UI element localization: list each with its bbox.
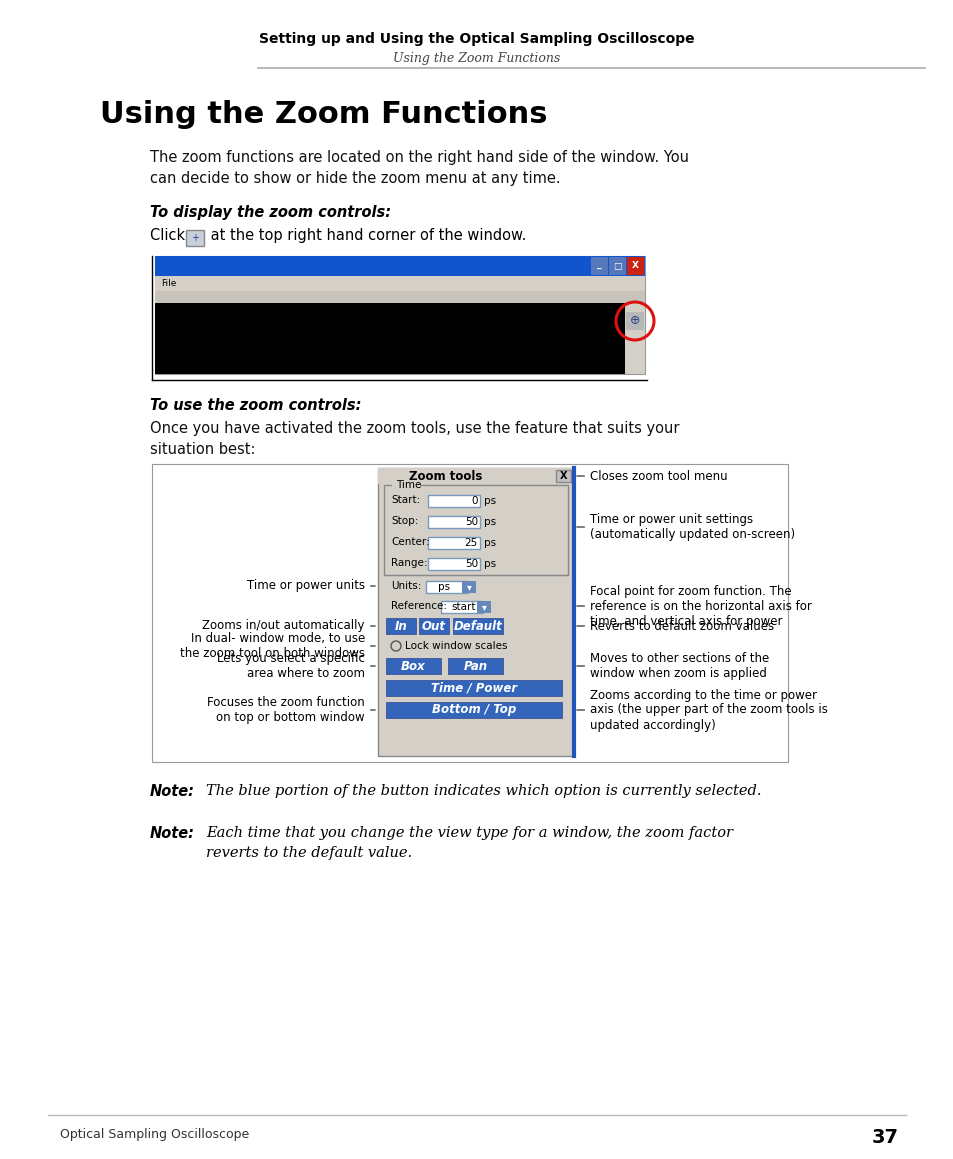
Text: Range:: Range:: [391, 557, 427, 568]
Text: Reference:: Reference:: [391, 602, 447, 611]
Text: File: File: [161, 278, 176, 287]
Bar: [428, 557, 479, 570]
Bar: [384, 484, 567, 575]
Text: Using the Zoom Functions: Using the Zoom Functions: [393, 52, 560, 65]
Text: Each time that you change the view type for a window, the zoom factor
reverts to: Each time that you change the view type …: [206, 826, 732, 860]
Bar: [154, 256, 644, 276]
Bar: [154, 291, 644, 302]
Text: at the top right hand corner of the window.: at the top right hand corner of the wind…: [206, 228, 526, 243]
Text: Reverts to default zoom values: Reverts to default zoom values: [577, 620, 773, 633]
Text: X: X: [631, 262, 638, 270]
Text: ps: ps: [437, 582, 450, 592]
Text: The blue portion of the button indicates which option is currently selected.: The blue portion of the button indicates…: [206, 783, 760, 799]
Text: Bottom / Top: Bottom / Top: [432, 704, 516, 716]
Text: Optical Sampling Oscilloscope: Optical Sampling Oscilloscope: [60, 1128, 249, 1140]
Text: Zoom tools: Zoom tools: [409, 469, 482, 482]
Bar: [626, 257, 643, 275]
Text: Time or power units: Time or power units: [247, 580, 375, 592]
Text: Pan: Pan: [463, 659, 487, 672]
Text: Zooms according to the time or power
axis (the upper part of the zoom tools is
u: Zooms according to the time or power axi…: [577, 688, 827, 731]
Bar: [152, 464, 787, 761]
Text: X: X: [559, 471, 567, 481]
Text: Lock window scales: Lock window scales: [405, 641, 507, 651]
Text: Moves to other sections of the
window when zoom is applied: Moves to other sections of the window wh…: [577, 653, 768, 680]
FancyBboxPatch shape: [186, 229, 204, 246]
Bar: [377, 468, 574, 756]
Text: To display the zoom controls:: To display the zoom controls:: [150, 205, 391, 220]
Text: Zooms in/out automatically: Zooms in/out automatically: [202, 620, 375, 633]
Text: Note:: Note:: [150, 783, 194, 799]
Text: Closes zoom tool menu: Closes zoom tool menu: [577, 469, 727, 482]
Bar: [428, 537, 479, 549]
Text: ps: ps: [483, 517, 496, 527]
Text: Time or power unit settings
(automatically updated on-screen): Time or power unit settings (automatical…: [577, 513, 794, 541]
Text: In: In: [395, 620, 407, 633]
Bar: [453, 618, 502, 634]
Bar: [377, 468, 574, 484]
Text: 37: 37: [871, 1128, 898, 1147]
Text: Using the Zoom Functions: Using the Zoom Functions: [100, 100, 547, 129]
Bar: [476, 602, 491, 613]
Bar: [154, 302, 624, 374]
Text: Default: Default: [453, 620, 502, 633]
Text: +: +: [191, 233, 199, 243]
Text: Out: Out: [421, 620, 446, 633]
Bar: [624, 302, 644, 374]
Bar: [448, 658, 502, 675]
Text: ▾: ▾: [481, 602, 486, 612]
Text: Stop:: Stop:: [391, 516, 418, 526]
Text: 50: 50: [464, 559, 477, 569]
Text: ps: ps: [483, 496, 496, 506]
Text: In dual- window mode, to use
the zoom tool on both windows: In dual- window mode, to use the zoom to…: [180, 632, 375, 659]
FancyBboxPatch shape: [556, 471, 571, 482]
Bar: [590, 257, 607, 275]
Text: ps: ps: [483, 559, 496, 569]
Text: Start:: Start:: [391, 495, 420, 505]
Text: Setting up and Using the Optical Sampling Oscilloscope: Setting up and Using the Optical Samplin…: [259, 32, 694, 46]
Circle shape: [391, 641, 400, 651]
Text: _: _: [597, 262, 600, 270]
Text: Units:: Units:: [391, 581, 421, 591]
Text: start: start: [451, 602, 475, 612]
Text: Lets you select a specific
area where to zoom: Lets you select a specific area where to…: [217, 653, 375, 680]
Bar: [386, 658, 440, 675]
Bar: [428, 495, 479, 506]
Text: Center:: Center:: [391, 537, 429, 547]
Bar: [386, 618, 416, 634]
Text: ⊕: ⊕: [629, 314, 639, 328]
Bar: [154, 256, 644, 374]
Bar: [426, 581, 468, 593]
Text: Focuses the zoom function
on top or bottom window: Focuses the zoom function on top or bott…: [207, 697, 375, 724]
Text: Click: Click: [150, 228, 190, 243]
Bar: [154, 276, 644, 291]
Text: Time: Time: [395, 480, 421, 490]
Bar: [608, 257, 625, 275]
Text: Box: Box: [400, 659, 425, 672]
Text: 0: 0: [471, 496, 477, 506]
Text: 50: 50: [464, 517, 477, 527]
Text: Time / Power: Time / Power: [431, 681, 517, 694]
Text: ▾: ▾: [466, 582, 471, 592]
Bar: [386, 680, 561, 697]
Bar: [461, 581, 476, 593]
Text: □: □: [612, 262, 620, 270]
Text: Once you have activated the zoom tools, use the feature that suits your
situatio: Once you have activated the zoom tools, …: [150, 421, 679, 457]
Text: ps: ps: [483, 538, 496, 548]
Bar: [418, 618, 449, 634]
Text: Note:: Note:: [150, 826, 194, 841]
FancyBboxPatch shape: [625, 312, 643, 330]
Bar: [392, 480, 419, 490]
Text: To use the zoom controls:: To use the zoom controls:: [150, 398, 361, 413]
Bar: [386, 702, 561, 717]
Text: 25: 25: [464, 538, 477, 548]
Bar: [428, 516, 479, 529]
Bar: [440, 602, 482, 613]
Text: The zoom functions are located on the right hand side of the window. You
can dec: The zoom functions are located on the ri…: [150, 150, 688, 185]
Text: Focal point for zoom function. The
reference is on the horizontal axis for
time,: Focal point for zoom function. The refer…: [577, 584, 811, 627]
